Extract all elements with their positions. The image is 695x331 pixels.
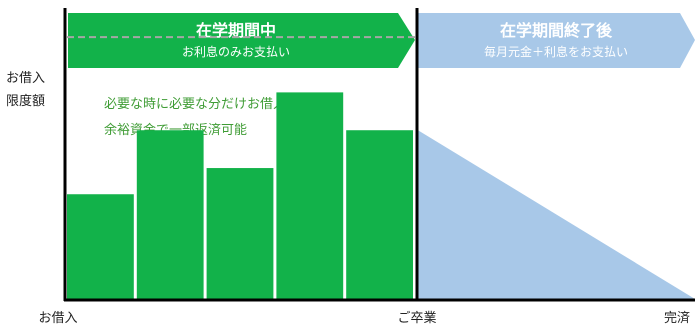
borrowing-bar <box>206 168 274 299</box>
in-school-subtitle: お利息のみお支払い <box>182 44 290 59</box>
limit-label-line1: お借入 <box>6 71 45 86</box>
in-school-banner: 在学期間中 お利息のみお支払い <box>68 13 415 68</box>
x-label-graduation: ご卒業 <box>397 310 436 326</box>
x-label-end: 完済 <box>664 310 690 326</box>
after-graduation-arrow <box>418 13 695 68</box>
borrowing-bar <box>346 130 413 299</box>
repayment-triangle <box>418 130 695 299</box>
borrowing-bar <box>276 92 344 299</box>
x-label-start: お借入 <box>38 311 77 326</box>
borrowing-bar <box>136 130 204 299</box>
in-school-arrow <box>68 13 415 68</box>
after-graduation-banner: 在学期間終了後 毎月元金＋利息をお支払い <box>418 13 695 68</box>
after-graduation-title: 在学期間終了後 <box>500 21 613 40</box>
limit-label-line2: 限度額 <box>6 93 45 109</box>
borrowing-bar <box>67 194 134 299</box>
after-graduation-subtitle: 毎月元金＋利息をお支払い <box>484 44 628 59</box>
borrowing-bars <box>67 92 413 299</box>
note-borrow-as-needed: 必要な時に必要な分だけお借入 <box>104 97 286 112</box>
in-school-title: 在学期間中 <box>196 21 276 40</box>
